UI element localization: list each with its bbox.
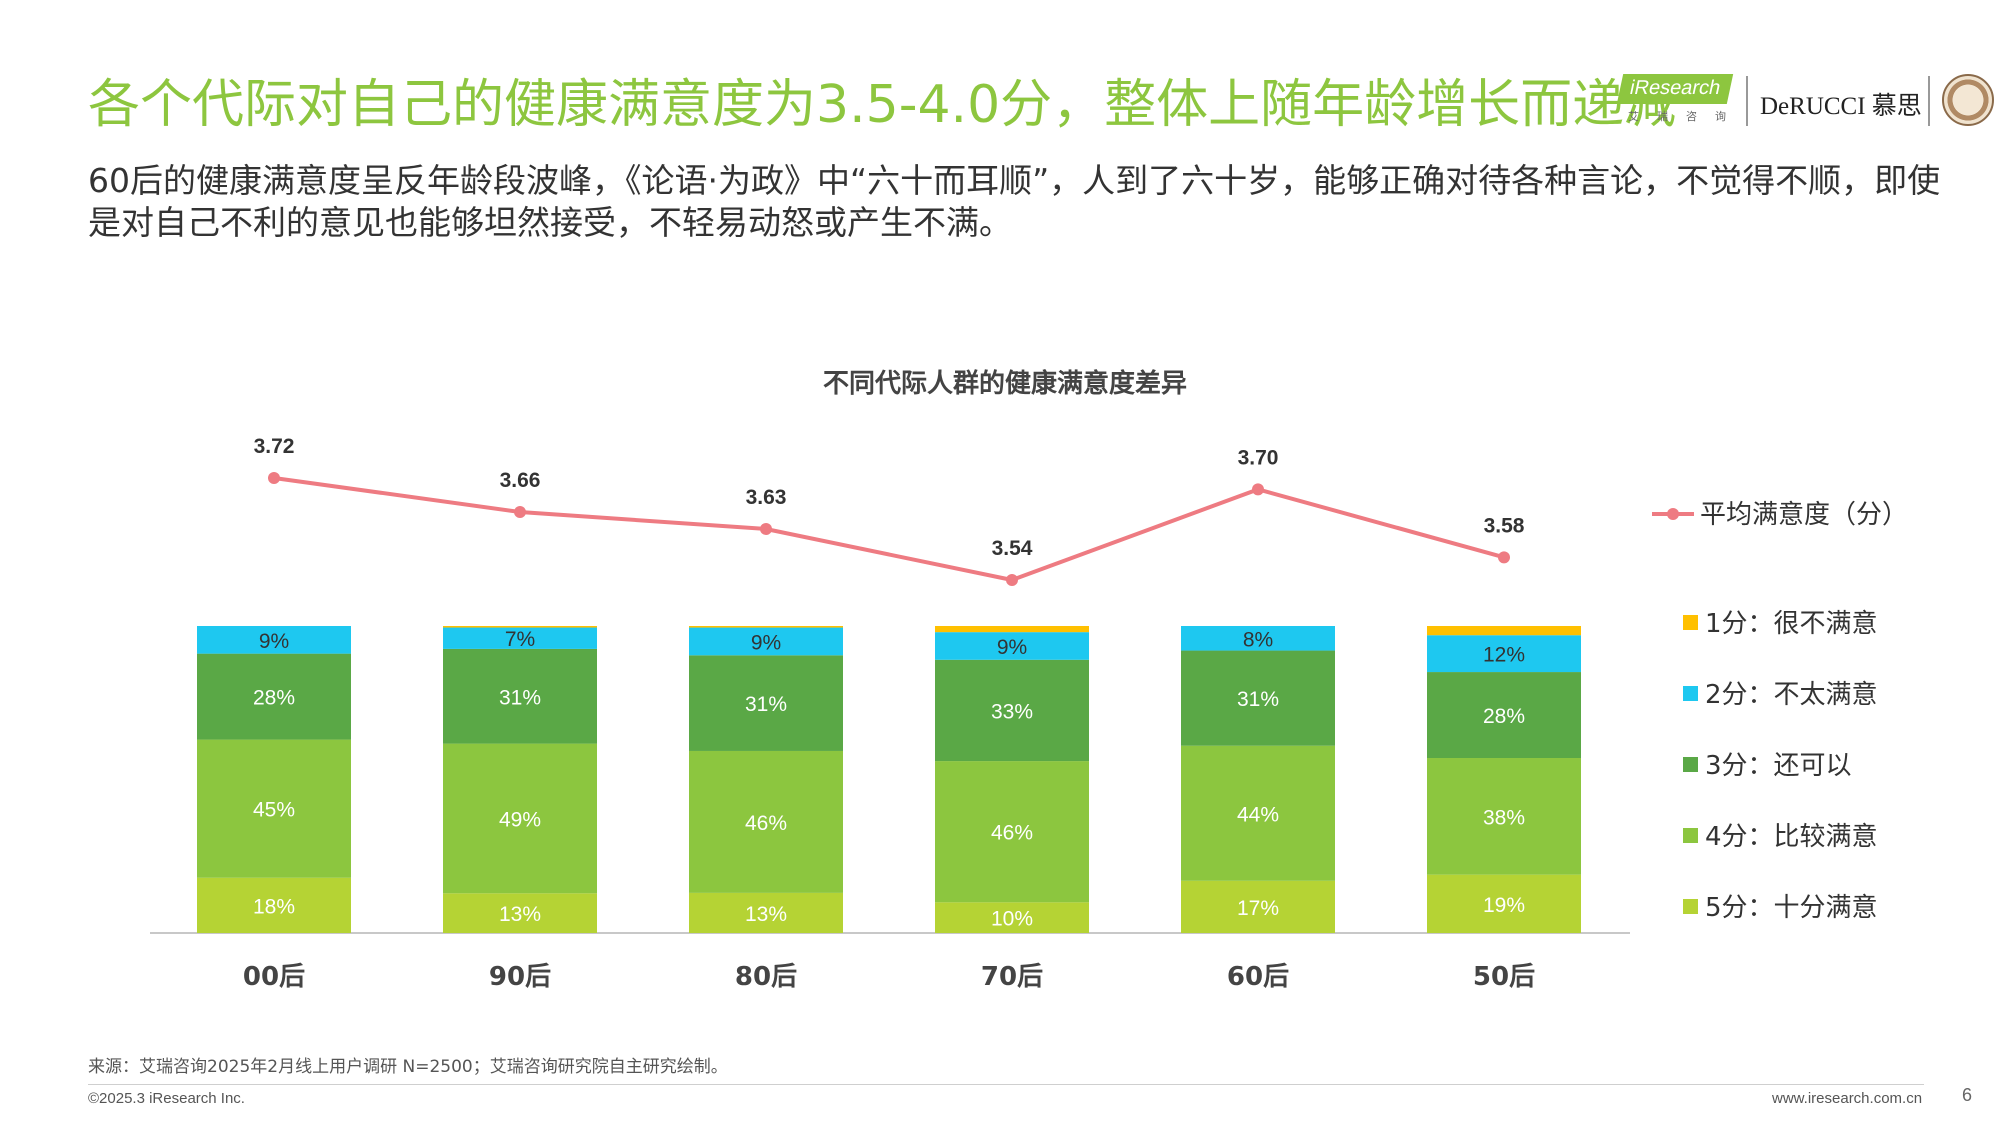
legend-swatch: [1683, 899, 1698, 914]
x-tick-label: 80后: [735, 962, 797, 992]
x-tick-label: 50后: [1473, 962, 1535, 992]
data-label: 38%: [1483, 806, 1525, 829]
page-subtitle: 60后的健康满意度呈反年龄段波峰，《论语·为政》中“六十而耳顺”，人到了六十岁，…: [88, 161, 1941, 242]
bar-segment-00后-2: [197, 626, 351, 654]
bar-segment-90后-1: [443, 626, 597, 628]
logo-divider: [1928, 76, 1930, 126]
bar-segment-00后-3: [197, 653, 351, 740]
average-label: 3.63: [746, 486, 787, 509]
data-label: 46%: [745, 812, 787, 835]
x-tick-label: 00后: [243, 962, 305, 992]
data-label: 13%: [745, 903, 787, 926]
data-label: 28%: [253, 687, 295, 710]
bar-segment-50后-4: [1427, 758, 1581, 875]
average-label: 3.70: [1238, 446, 1279, 469]
bar-segment-80后-4: [689, 750, 843, 893]
legend-label: 3分：还可以: [1705, 751, 1852, 781]
page-title: 各个代际对自己的健康满意度为3.5-4.0分，整体上随年龄增长而递减: [88, 75, 1677, 135]
bar-segment-70后-4: [935, 761, 1089, 903]
data-label: 13%: [499, 903, 541, 926]
data-label: 9%: [751, 631, 781, 654]
data-label: 45%: [253, 799, 295, 822]
data-label: 12%: [1483, 644, 1525, 667]
bar-segment-60后-3: [1181, 650, 1335, 746]
average-label: 3.72: [254, 435, 295, 458]
bar-segment-00后-5: [197, 877, 351, 933]
bar-segment-00后-4: [197, 739, 351, 878]
average-label: 3.66: [500, 469, 541, 492]
logo-divider: [1746, 76, 1748, 126]
average-point: [268, 472, 280, 484]
bar-segment-90后-2: [443, 627, 597, 649]
legend-label: 1分：很不满意: [1705, 609, 1878, 639]
website-url[interactable]: www.iresearch.com.cn: [1772, 1090, 1923, 1107]
data-label: 28%: [1483, 705, 1525, 728]
data-label: 17%: [1237, 897, 1279, 920]
chart-title: 不同代际人群的健康满意度差异: [823, 368, 1187, 399]
average-point: [1006, 574, 1018, 587]
bar-segment-60后-5: [1181, 880, 1335, 933]
bar-segment-90后-5: [443, 893, 597, 933]
iresearch-logo-sub: 艾瑞咨询: [1628, 110, 1744, 123]
x-tick-label: 70后: [981, 962, 1043, 992]
average-label: 3.54: [992, 537, 1033, 560]
data-label: 33%: [991, 700, 1033, 723]
average-label: 3.58: [1484, 514, 1525, 537]
legend-label: 4分：比较满意: [1705, 822, 1878, 852]
bar-segment-60后-4: [1181, 745, 1335, 881]
legend-label: 平均满意度（分）: [1700, 500, 1908, 530]
data-label: 8%: [1243, 628, 1273, 651]
copyright: ©2025.3 iResearch Inc.: [88, 1090, 245, 1107]
bar-segment-80后-3: [689, 655, 843, 751]
data-label: 31%: [499, 686, 541, 709]
legend-swatch: [1683, 615, 1698, 630]
data-label: 9%: [997, 636, 1027, 659]
data-label: 7%: [505, 628, 535, 651]
data-label: 46%: [991, 822, 1033, 845]
data-label: 31%: [745, 693, 787, 716]
data-label: 9%: [259, 630, 289, 653]
average-point: [514, 506, 526, 519]
legend-swatch: [1683, 686, 1698, 701]
stacked-bar-line-chart: 不同代际人群的健康满意度差异 18% 45% 28% 9% 13% 49% 31% 7% 13%…: [150, 368, 1908, 992]
seal-logo-icon: [1942, 74, 1994, 126]
legend-point-marker: [1667, 508, 1679, 520]
data-label: 10%: [991, 908, 1033, 931]
average-point: [1252, 483, 1264, 496]
average-point: [760, 523, 772, 536]
bar-segment-80后-5: [689, 892, 843, 933]
page-number: 6: [1962, 1085, 1973, 1105]
x-tick-label: 60后: [1227, 962, 1289, 992]
legend-label: 5分：十分满意: [1705, 893, 1878, 923]
iresearch-logo: iResearch 艾瑞咨询: [1616, 74, 1744, 124]
average-line: [273, 476, 1505, 583]
bar-segment-70后-1: [935, 626, 1089, 633]
legend-swatch: [1683, 757, 1698, 772]
legend-swatch: [1683, 828, 1698, 843]
bar-segment-70后-2: [935, 632, 1089, 660]
footer-divider: [88, 1084, 1924, 1085]
bar-segment-80后-2: [689, 627, 843, 656]
x-tick-label: 90后: [489, 962, 551, 992]
bar-segment-50后-3: [1427, 672, 1581, 759]
bar-segment-50后-5: [1427, 874, 1581, 933]
bar-segment-50后-2: [1427, 635, 1581, 673]
source-note: 来源：艾瑞咨询2025年2月线上用户调研 N=2500；艾瑞咨询研究院自主研究绘…: [88, 1057, 728, 1077]
bar-segment-90后-4: [443, 743, 597, 894]
legend-label: 2分：不太满意: [1705, 680, 1878, 710]
data-label: 31%: [1237, 688, 1279, 711]
bar-segment-50后-1: [1427, 626, 1581, 636]
data-label: 18%: [253, 895, 295, 918]
bar-segment-90后-3: [443, 648, 597, 744]
bar-segment-70后-3: [935, 659, 1089, 762]
bar-segment-60后-2: [1181, 626, 1335, 651]
bar-segment-80后-1: [689, 626, 843, 628]
average-point: [1498, 551, 1510, 564]
data-label: 44%: [1237, 803, 1279, 826]
data-label: 19%: [1483, 894, 1525, 917]
derucci-logo: DeRUCCI 慕思: [1760, 93, 1922, 120]
bar-segment-70后-5: [935, 902, 1089, 933]
data-label: 49%: [499, 808, 541, 831]
